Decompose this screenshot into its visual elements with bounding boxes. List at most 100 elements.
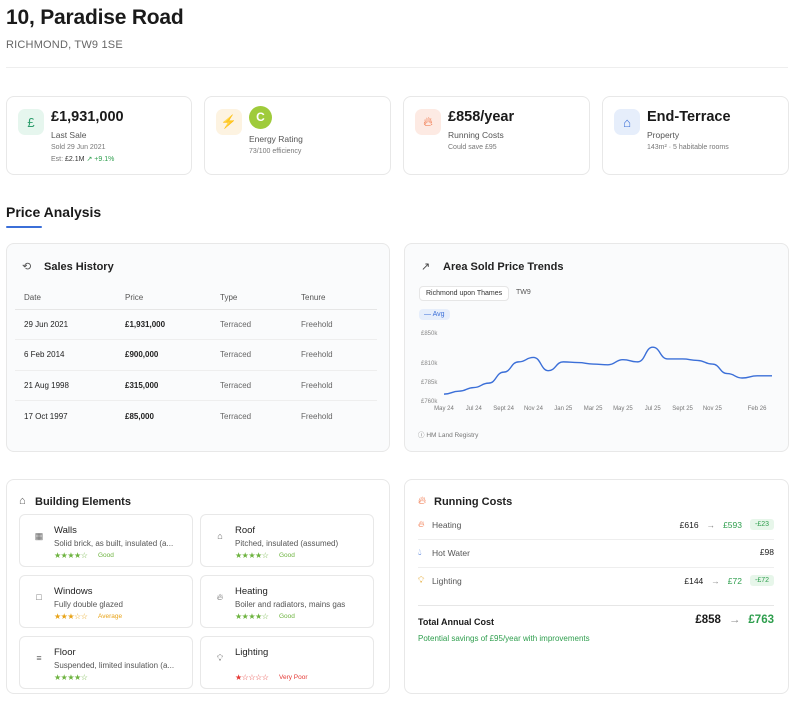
star-rating: ★★★★☆	[54, 551, 88, 560]
trends-panel	[404, 243, 789, 452]
flame-icon: 🔥︎	[415, 109, 441, 135]
stat-detail: 73/100 efficiency	[249, 148, 302, 155]
walls-icon: ▦	[34, 531, 44, 541]
x-tick-label: Sept 25	[672, 406, 693, 412]
column-header: Price	[116, 286, 211, 310]
star-rating: ★☆☆☆☆	[235, 673, 269, 682]
pound-icon: £	[18, 109, 44, 135]
element-card-heating: 🔥︎ Heating Boiler and radiators, mains gas…	[200, 575, 374, 628]
bulb-icon: 💡︎	[216, 653, 224, 663]
star-rating: ★★★★☆	[235, 612, 269, 621]
panel-title: Area Sold Price Trends	[443, 261, 564, 273]
arrow-right-icon: →	[711, 575, 720, 586]
stat-card-running-costs: 🔥︎ £858/year Running Costs Could save £9…	[403, 96, 590, 175]
stat-label: Running Costs	[448, 130, 504, 140]
table-row: 29 Jun 2021 £1,931,000 Terraced Freehold	[15, 309, 377, 340]
star-rating: ★★★★☆	[54, 673, 88, 682]
element-description: Pitched, insulated (assumed)	[235, 539, 339, 548]
rating-label: Good	[279, 613, 295, 620]
cell-price: £900,000	[116, 339, 211, 371]
estimate-change: +9.1%	[94, 156, 115, 163]
legend-label: Avg	[432, 311, 445, 318]
cost-current: £616	[679, 519, 699, 530]
cost-values: £144 → £72 -£72	[684, 575, 774, 586]
element-name: Floor	[54, 647, 76, 658]
cell-type: Terraced	[220, 411, 252, 421]
stat-value: £858/year	[448, 109, 515, 125]
series-line-avg	[443, 346, 772, 395]
x-tick-label: May 25	[613, 406, 633, 412]
x-tick-label: Nov 24	[524, 406, 544, 412]
stat-card-energy: ⚡ C Energy Rating 73/100 efficiency	[204, 96, 391, 175]
trend-up-icon: ↗	[421, 261, 431, 273]
y-tick-label: £810k	[421, 361, 438, 367]
stat-card-last-sale: £ £1,931,000 Last Sale Sold 29 Jun 2021 …	[6, 96, 192, 175]
rating-label: Average	[98, 613, 123, 620]
roof-icon: ⌂	[217, 531, 223, 541]
divider	[418, 605, 774, 606]
cell-tenure: Freehold	[292, 339, 377, 371]
cost-row-hot-water: 💧︎ Hot Water £98	[418, 540, 774, 568]
rating-label: Good	[279, 552, 295, 559]
section-title: Price Analysis	[6, 204, 102, 220]
running-costs-panel	[404, 479, 789, 694]
table-row: 21 Aug 1998 £315,000 Terraced Freehold	[15, 370, 377, 401]
x-tick-label: Mar 25	[584, 406, 603, 412]
trend-up-icon: ↗	[86, 156, 93, 163]
savings-note: Potential savings of £95/year with impro…	[418, 634, 590, 643]
cell-type: Terraced	[211, 370, 292, 401]
stat-label: Last Sale	[51, 130, 87, 140]
bulb-icon: 💡︎	[418, 575, 425, 585]
element-name: Windows	[54, 586, 93, 597]
cell-price: £85,000	[125, 411, 154, 421]
element-card-walls: ▦ Walls Solid brick, as built, insulated (…	[19, 514, 193, 567]
legend-avg[interactable]: — Avg	[419, 309, 450, 320]
rating-label: Good	[98, 552, 114, 559]
x-tick-label: Jul 24	[466, 406, 483, 412]
cost-current: £98	[759, 547, 774, 557]
element-description: Solid brick, as built, insulated (a...	[54, 539, 174, 548]
cell-price: £315,000	[116, 370, 211, 401]
cost-potential: £593	[723, 519, 742, 530]
cell-tenure: Freehold	[301, 411, 333, 421]
history-icon: ⟲	[22, 261, 32, 273]
energy-badge: C	[249, 106, 272, 129]
flame-icon: 🔥︎	[418, 519, 425, 529]
x-tick-label: Nov 25	[703, 406, 723, 412]
divider	[6, 67, 788, 68]
arrow-right-icon: →	[728, 614, 741, 626]
column-header: Date	[15, 286, 116, 310]
element-description: Suspended, limited insulation (a...	[54, 661, 175, 670]
total-current: £858	[695, 614, 721, 626]
page-subtitle: RICHMOND, TW9 1SE	[6, 39, 123, 51]
cell-tenure: Freehold	[292, 370, 377, 401]
star-rating: ★★★★☆	[235, 551, 269, 560]
star-rating: ★★★☆☆	[54, 612, 88, 621]
estimate-prefix: Est:	[51, 156, 64, 163]
column-header: Type	[211, 286, 292, 310]
cell-date: 21 Aug 1998	[15, 370, 116, 401]
column-header: Tenure	[292, 286, 377, 310]
heating-icon: 🔥︎	[216, 592, 224, 602]
cost-current: £144	[684, 575, 704, 586]
house-icon: ⌂	[19, 495, 26, 507]
stat-label: Energy Rating	[249, 134, 303, 144]
stat-card-property: ⌂ End-Terrace Property 143m² · 5 habitab…	[602, 96, 789, 175]
x-tick-label: Jul 25	[645, 406, 662, 412]
cost-label: Hot Water	[432, 548, 470, 558]
tab-area[interactable]: Richmond upon Thames	[419, 286, 510, 301]
rating-label: Very Poor	[279, 674, 308, 681]
cell-type: Terraced	[211, 339, 292, 371]
cell-date: 29 Jun 2021	[15, 309, 116, 340]
tab-postcode[interactable]: TW9	[516, 289, 531, 296]
element-card-floor: ≡ Floor Suspended, limited insulation (a..…	[19, 636, 193, 689]
x-tick-label: Sept 24	[493, 406, 514, 412]
table-row: 6 Feb 2014 £900,000 Terraced Freehold	[15, 339, 377, 371]
cell-tenure: Freehold	[292, 309, 377, 340]
panel-title: Sales History	[44, 261, 114, 273]
water-drop-icon: 💧︎	[418, 547, 422, 557]
source-text: HM Land Registry	[426, 432, 479, 439]
total-label: Total Annual Cost	[418, 617, 494, 627]
stat-value: £1,931,000	[51, 109, 124, 125]
